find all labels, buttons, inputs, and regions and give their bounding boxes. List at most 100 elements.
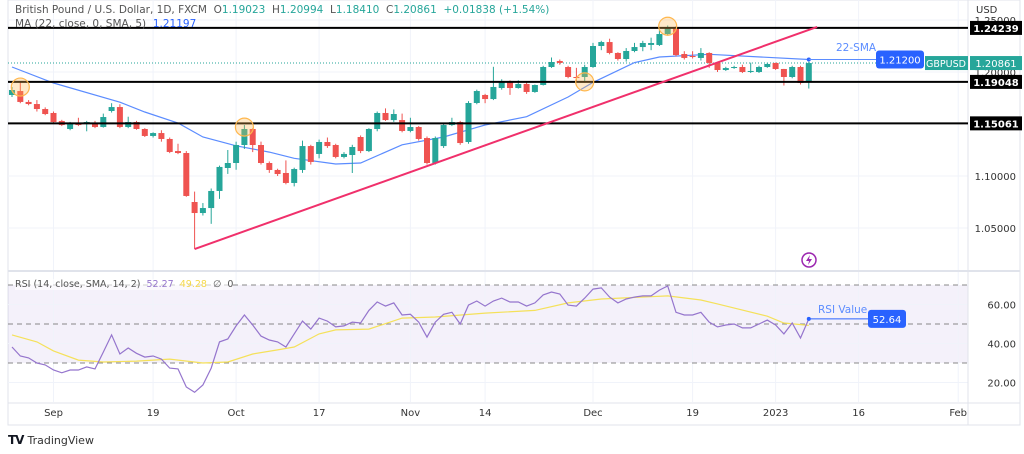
price-tick-label: 1.10000 — [975, 172, 1016, 183]
candle-up — [291, 169, 298, 183]
candle-up — [631, 47, 638, 51]
candle-down — [307, 146, 314, 162]
candle-up — [598, 42, 605, 46]
candle-down — [116, 107, 123, 128]
candle-up — [747, 70, 754, 72]
high-label: H — [272, 4, 280, 16]
time-tick-label: Feb — [949, 408, 967, 419]
candle-down — [141, 128, 148, 136]
candle-down — [507, 81, 513, 89]
lightning-bolt-icon — [806, 255, 812, 265]
tradingview-logo[interactable]: TV TradingView — [8, 433, 94, 447]
candle-down — [258, 145, 264, 163]
level-price-label: 1.24239 — [973, 24, 1019, 35]
current-price-tag — [970, 56, 1022, 71]
candle-down — [714, 62, 721, 71]
candle-up — [100, 117, 107, 128]
candle-up — [623, 50, 630, 59]
candle-up — [540, 67, 547, 85]
highlight-circle[interactable] — [234, 117, 254, 137]
candle-down — [42, 109, 49, 115]
candle-down — [282, 172, 289, 183]
candle-down — [457, 122, 464, 144]
sma-value-badge — [876, 50, 924, 69]
rsi-sma-line — [11, 295, 809, 364]
candle-up — [805, 63, 812, 83]
time-tick-label: 14 — [479, 408, 492, 419]
candle-up — [407, 127, 414, 131]
candle-down — [133, 122, 140, 129]
candle-up — [639, 42, 646, 48]
candle-down — [415, 127, 422, 139]
candle-up — [756, 67, 762, 72]
level-price-label: 1.15061 — [973, 119, 1019, 130]
level-price-tag — [970, 20, 1022, 35]
highlight-circle[interactable] — [658, 16, 678, 36]
ma-legend: MA (22, close, 0, SMA, 5) 1.21197 — [15, 18, 196, 30]
ma-label[interactable]: MA (22, close, 0, SMA, 5) — [15, 18, 147, 30]
currency-label: USD — [976, 5, 998, 16]
candle-down — [175, 151, 181, 154]
candle-up — [208, 190, 215, 209]
ma-value: 1.21197 — [152, 18, 197, 30]
level-price-label: 1.19048 — [973, 78, 1019, 89]
candle-up — [349, 146, 356, 155]
candle-down — [565, 67, 572, 77]
rsi-sma-value: 49.28 — [179, 279, 207, 290]
candle-down — [706, 52, 713, 63]
candle-up — [374, 112, 381, 129]
symbol-title[interactable]: British Pound / U.S. Dollar, 1D, FXCM — [15, 4, 207, 16]
candle-up — [199, 208, 206, 214]
rsi-label[interactable]: RSI (14, close, SMA, 14, 2) — [15, 279, 141, 290]
candle-up — [108, 107, 115, 111]
lightning-event-icon[interactable] — [801, 252, 817, 268]
time-tick-label: 2023 — [763, 408, 788, 419]
candle-down — [606, 42, 613, 53]
time-tick-label: Dec — [583, 408, 602, 419]
sma-22-line — [11, 53, 809, 165]
time-tick-label: Oct — [227, 408, 244, 419]
candle-down — [266, 163, 273, 170]
symbol-tag-label: GBPUSD — [926, 59, 966, 70]
candle-down — [556, 60, 563, 63]
price-tick-label: 1.05000 — [975, 224, 1016, 235]
candle-up — [697, 52, 704, 58]
symbol-tag — [925, 56, 968, 71]
rsi-tick-label: 60.00 — [987, 301, 1016, 312]
candle-up — [581, 67, 588, 77]
ascending-trendline[interactable] — [194, 26, 818, 250]
rsi-value-label: 52.64 — [873, 315, 902, 326]
highlight-circle[interactable] — [10, 77, 30, 97]
candle-down — [324, 141, 331, 147]
candle-down — [772, 62, 779, 69]
candle-down — [739, 67, 746, 72]
candle-up — [515, 83, 522, 89]
rsi-annotation-text: RSI Value — [818, 304, 867, 316]
candle-up — [473, 91, 480, 103]
candle-up — [9, 89, 15, 95]
candle-down — [191, 202, 198, 214]
rsi-legend: RSI (14, close, SMA, 14, 2) 52.27 49.28 … — [15, 279, 234, 290]
time-tick-label: Nov — [401, 408, 421, 419]
candle-up — [764, 63, 771, 68]
candle-down — [382, 112, 389, 121]
candle-up — [648, 42, 655, 45]
candle-up — [789, 67, 796, 77]
time-tick-label: Sep — [44, 408, 63, 419]
candle-up — [125, 122, 132, 128]
candle-up — [67, 122, 74, 129]
candle-down — [357, 137, 364, 152]
candle-down — [332, 145, 339, 157]
candle-up — [216, 166, 223, 191]
highlight-circle[interactable] — [575, 72, 595, 92]
candle-down — [92, 122, 98, 128]
price-tick-label: 1.20000 — [975, 68, 1016, 79]
candle-up — [656, 34, 663, 45]
candle-up — [150, 133, 157, 136]
time-tick-label: 16 — [852, 408, 865, 419]
candle-down — [681, 54, 688, 58]
candle-up — [731, 67, 738, 69]
change-value: +0.01838 (+1.54%) — [443, 4, 550, 16]
time-tick-label: 19 — [686, 408, 699, 419]
